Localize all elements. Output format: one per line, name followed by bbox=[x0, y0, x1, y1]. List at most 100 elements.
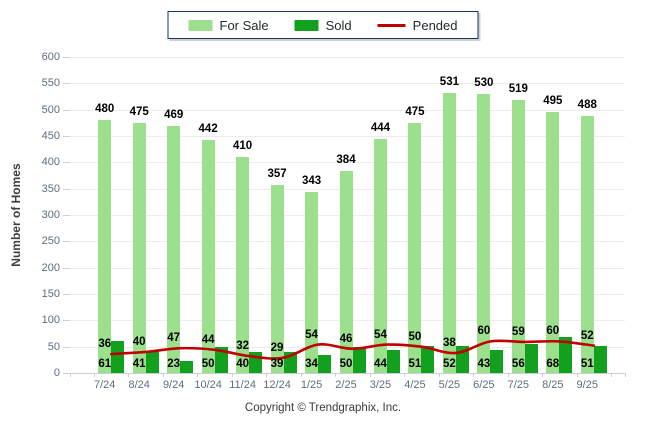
x-tick bbox=[94, 373, 95, 377]
y-tick bbox=[63, 188, 70, 190]
sold-bar bbox=[593, 346, 607, 373]
x-tick-label: 11/24 bbox=[229, 379, 256, 391]
y-tick-label: 350 bbox=[41, 182, 60, 195]
y-tick-label: 50 bbox=[47, 340, 60, 353]
pended-line-swatch-icon bbox=[377, 23, 406, 27]
y-tick-label: 550 bbox=[41, 77, 60, 90]
pended-value-label: 60 bbox=[477, 325, 491, 338]
x-tick bbox=[369, 373, 371, 377]
for-sale-bar bbox=[132, 122, 146, 373]
legend-label-sold: Sold bbox=[325, 17, 352, 33]
for-sale-bar bbox=[236, 157, 250, 373]
x-tick-label: 8/25 bbox=[542, 379, 564, 391]
for-sale-value-label: 530 bbox=[474, 76, 494, 89]
pended-value-label: 50 bbox=[408, 330, 422, 343]
sold-value-label: 39 bbox=[270, 358, 284, 370]
pended-value-label: 44 bbox=[201, 333, 215, 346]
x-tick bbox=[507, 373, 509, 377]
x-tick-label: 2/25 bbox=[335, 379, 357, 391]
y-tick-label: 150 bbox=[41, 288, 60, 300]
for-sale-bar bbox=[201, 140, 215, 373]
for-sale-value-label: 480 bbox=[95, 103, 115, 116]
sold-value-label: 23 bbox=[167, 358, 181, 370]
legend-item-for-sale: For Sale bbox=[188, 18, 269, 33]
y-tick-label: 600 bbox=[41, 51, 60, 63]
sold-swatch-icon bbox=[294, 19, 319, 31]
y-tick-label: 200 bbox=[41, 261, 60, 274]
sold-value-label: 40 bbox=[236, 358, 249, 370]
x-tick-label: 1/25 bbox=[300, 379, 323, 391]
pended-value-label: 54 bbox=[374, 328, 387, 341]
x-tick bbox=[404, 373, 406, 377]
x-tick-label: 9/25 bbox=[576, 379, 598, 391]
legend-item-pended: Pended bbox=[377, 18, 458, 33]
for-sale-bar bbox=[546, 112, 560, 373]
for-sale-bar bbox=[167, 125, 181, 373]
x-tick bbox=[162, 373, 164, 377]
sold-bar bbox=[180, 360, 194, 373]
for-sale-bar bbox=[580, 115, 594, 373]
for-sale-value-label: 495 bbox=[543, 95, 563, 108]
y-tick-label: 450 bbox=[41, 130, 60, 142]
y-tick bbox=[63, 267, 70, 269]
for-sale-value-label: 531 bbox=[439, 76, 459, 89]
sold-value-label: 34 bbox=[305, 358, 318, 370]
sold-value-label: 50 bbox=[201, 358, 215, 370]
pended-value-label: 59 bbox=[511, 325, 525, 338]
for-sale-value-label: 442 bbox=[198, 123, 218, 136]
gridline bbox=[70, 109, 625, 111]
pended-value-label: 40 bbox=[132, 335, 146, 348]
y-tick bbox=[63, 294, 70, 295]
x-tick-label: 5/25 bbox=[438, 379, 461, 391]
x-tick bbox=[473, 373, 475, 377]
legend-item-sold: Sold bbox=[294, 17, 352, 33]
for-sale-value-label: 519 bbox=[508, 82, 528, 95]
for-sale-value-label: 469 bbox=[164, 108, 184, 121]
x-tick bbox=[576, 373, 578, 377]
x-tick bbox=[542, 373, 544, 377]
gridline bbox=[70, 136, 625, 137]
pended-value-label: 47 bbox=[167, 332, 181, 345]
gridline bbox=[70, 57, 625, 58]
x-tick bbox=[231, 373, 233, 377]
y-tick-label: 300 bbox=[41, 209, 60, 221]
y-tick bbox=[63, 215, 70, 216]
for-sale-bar bbox=[373, 139, 387, 373]
y-tick bbox=[63, 162, 70, 164]
gridline bbox=[70, 162, 625, 164]
legend: For Sale Sold Pended bbox=[167, 11, 479, 39]
x-tick bbox=[128, 373, 130, 377]
pended-value-label: 54 bbox=[305, 328, 318, 341]
pended-value-label: 29 bbox=[270, 341, 284, 354]
y-tick-label: 400 bbox=[41, 156, 60, 169]
pended-value-label: 46 bbox=[339, 332, 353, 345]
gridline bbox=[70, 83, 625, 85]
sold-value-label: 50 bbox=[339, 358, 353, 370]
copyright-text: Copyright © Trendgraphix, Inc. bbox=[244, 402, 402, 414]
sold-value-label: 41 bbox=[132, 358, 146, 370]
for-sale-swatch-icon bbox=[188, 19, 213, 31]
pended-value-label: 32 bbox=[236, 340, 249, 353]
for-sale-bar bbox=[408, 122, 422, 373]
pended-value-label: 52 bbox=[580, 329, 594, 342]
sold-value-label: 51 bbox=[580, 358, 594, 370]
x-tick bbox=[197, 373, 199, 377]
y-axis-title: Number of Homes bbox=[9, 163, 23, 267]
y-tick bbox=[63, 57, 70, 58]
sold-value-label: 44 bbox=[374, 358, 387, 370]
pended-value-label: 38 bbox=[442, 336, 456, 349]
for-sale-bar bbox=[477, 93, 491, 373]
x-tick bbox=[300, 373, 302, 377]
sold-value-label: 68 bbox=[546, 358, 560, 370]
sold-value-label: 43 bbox=[477, 358, 491, 370]
x-tick-label: 9/24 bbox=[162, 379, 185, 391]
y-tick bbox=[63, 373, 70, 374]
y-tick bbox=[63, 241, 70, 243]
sold-value-label: 52 bbox=[442, 358, 456, 370]
y-tick-label: 250 bbox=[41, 235, 60, 248]
x-tick-label: 10/24 bbox=[194, 379, 222, 391]
for-sale-bar bbox=[442, 93, 456, 373]
for-sale-bar bbox=[511, 99, 525, 373]
y-tick bbox=[63, 109, 70, 111]
y-tick bbox=[63, 83, 70, 85]
